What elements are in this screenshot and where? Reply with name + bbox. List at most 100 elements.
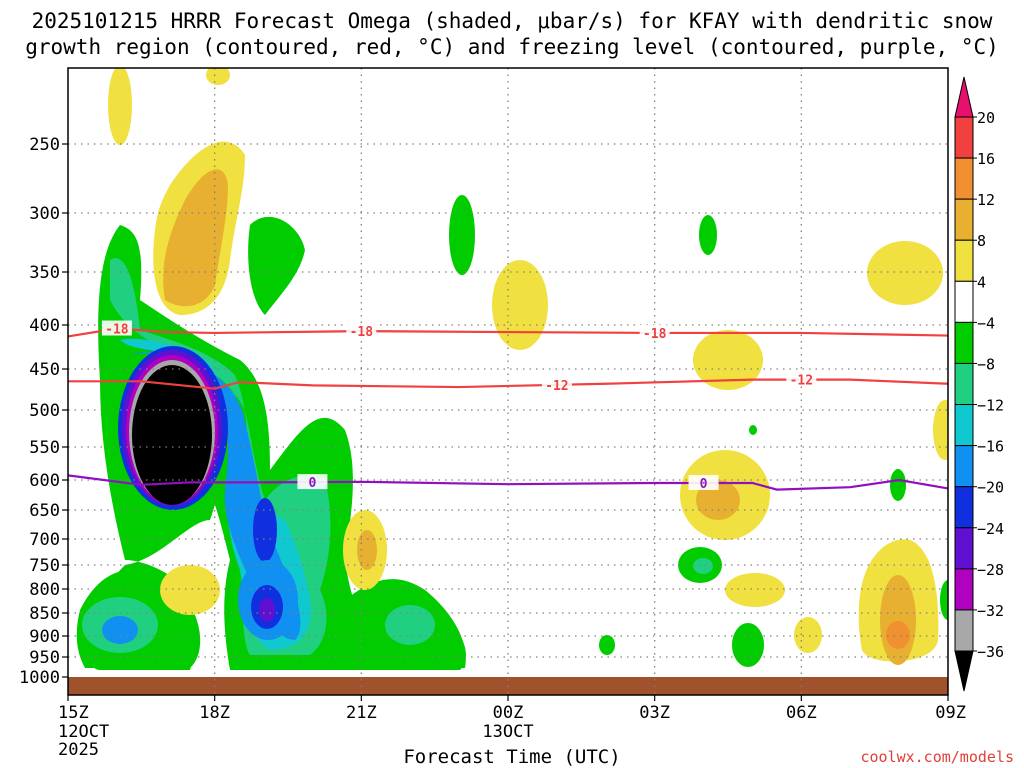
omega-region-yellow-right2 [933, 400, 948, 460]
colorbar: 20 16 12 8 4 −4 −8 −12 −16 −20 −24 −28 −32 −36 [954, 76, 1004, 692]
y-tick-label: 750 [29, 556, 60, 576]
omega-region-orange-right3 [880, 575, 916, 665]
x-tick-label: 21Z [346, 703, 377, 723]
contour-label-bg [688, 475, 719, 490]
colorbar-segment [954, 198, 974, 241]
contour-label: -18 [105, 323, 129, 338]
colorbar-segment [954, 239, 974, 282]
colorbar-segment [954, 280, 974, 323]
y-tick-label: 400 [29, 316, 60, 336]
omega-region-yellow-mid4 [693, 330, 763, 390]
chart-title-line1: 2025101215 HRRR Forecast Omega (shaded, … [31, 9, 993, 33]
x-tick-label: 18Z [199, 703, 230, 723]
omega-region-green-spot1 [449, 195, 475, 275]
credit-link[interactable]: coolwx.com/models [860, 748, 1014, 766]
chart-title-line2: growth region (contoured, red, °C) and f… [25, 35, 999, 59]
colorbar-segment [954, 321, 974, 364]
x-tick-date: 12OCT [58, 722, 109, 742]
contour-label: 0 [309, 476, 317, 491]
x-tick-label: 06Z [786, 703, 817, 723]
x-tick-date: 13OCT [482, 722, 533, 742]
omega-region-blue-left [102, 616, 138, 644]
omega-region-green-spot4 [732, 623, 764, 667]
colorbar-label: −20 [977, 479, 1004, 497]
y-tick-label: 550 [29, 438, 60, 458]
y-tick-label: 850 [29, 604, 60, 624]
colorbar-label: −24 [977, 520, 1004, 538]
omega-region-green-spot7 [940, 580, 948, 620]
omega-region-yellow-mid2 [160, 565, 220, 615]
contour-label-bg [639, 324, 670, 340]
colorbar-label: 12 [977, 191, 995, 209]
omega-region-green-spot8 [749, 425, 757, 435]
colorbar-segment [954, 486, 974, 529]
y-tick-label: 900 [29, 627, 60, 647]
omega-region-green-spot5 [599, 635, 615, 655]
colorbar-segment [954, 157, 974, 200]
colorbar-label: 20 [977, 109, 995, 127]
omega-region-yellow-top1 [108, 68, 132, 145]
omega-region-black-core [132, 365, 212, 505]
contour-label-bg [346, 323, 377, 339]
x-tick-label: 15Z [58, 703, 89, 723]
colorbar-label: −32 [977, 602, 1004, 620]
contour-label-bg [297, 474, 328, 490]
omega-region-green-spot2 [699, 215, 717, 255]
omega-region-orange-mid1 [357, 530, 377, 570]
omega-region-green-upper [248, 216, 305, 315]
contour-label: 0 [700, 477, 708, 492]
y-axis: 250 300 350 400 450 500 550 600 650 700 750 800 850 9… [19, 135, 68, 688]
omega-region-yellow-top2 [206, 68, 230, 85]
y-tick-label: 350 [29, 263, 60, 283]
omega-region-violet-lower [259, 598, 275, 622]
colorbar-bottom-arrow [954, 650, 974, 692]
colorbar-label: −16 [977, 438, 1004, 456]
colorbar-segment [954, 568, 974, 611]
y-tick-label: 500 [29, 401, 60, 421]
colorbar-top-arrow [954, 76, 974, 118]
contours: -18 -18 -18 -12 -12 0 0 [67, 320, 949, 492]
colorbar-segment [954, 404, 974, 447]
y-tick-label: 650 [29, 501, 60, 521]
colorbar-label: 8 [977, 232, 986, 250]
x-tick-year: 2025 [58, 740, 99, 760]
omega-region-teal-spot3 [693, 558, 713, 574]
x-tick-label: 03Z [639, 703, 670, 723]
colorbar-segment [954, 116, 974, 159]
colorbar-label: 16 [977, 150, 995, 168]
omega-region-green-main [83, 225, 466, 670]
y-tick-label: 250 [29, 135, 60, 155]
y-tick-label: 700 [29, 530, 60, 550]
omega-region-yellow-mid3 [492, 260, 548, 350]
contour-label: -12 [545, 379, 568, 394]
omega-region-yellow-right1 [867, 241, 943, 305]
colorbar-label: −28 [977, 561, 1004, 579]
contour-label: -18 [643, 327, 667, 342]
colorbar-segment [954, 527, 974, 570]
colorbar-label: −8 [977, 355, 995, 373]
contour-label: -12 [790, 374, 813, 389]
omega-region-blue-mid [253, 498, 277, 562]
colorbar-label: −4 [977, 314, 995, 332]
colorbar-segment [954, 445, 974, 488]
omega-shading [68, 68, 948, 695]
omega-region-red-right3 [886, 621, 910, 649]
contour-label: -18 [350, 325, 374, 340]
y-tick-label: 300 [29, 204, 60, 224]
x-axis-label: Forecast Time (UTC) [403, 746, 621, 768]
y-tick-label: 600 [29, 471, 60, 491]
contour-label-bg [786, 371, 817, 387]
y-tick-label: 1000 [19, 668, 60, 688]
omega-region-teal-right [385, 605, 435, 645]
y-tick-label: 950 [29, 648, 60, 668]
contour-label-bg [101, 320, 132, 336]
x-tick-label: 09Z [935, 703, 966, 723]
colorbar-label: 4 [977, 273, 986, 291]
contour-line [67, 474, 949, 491]
y-tick-label: 800 [29, 580, 60, 600]
colorbar-label: −36 [977, 643, 1004, 661]
x-tick-label: 00Z [493, 703, 524, 723]
omega-region-yellow-mid6 [725, 573, 785, 607]
